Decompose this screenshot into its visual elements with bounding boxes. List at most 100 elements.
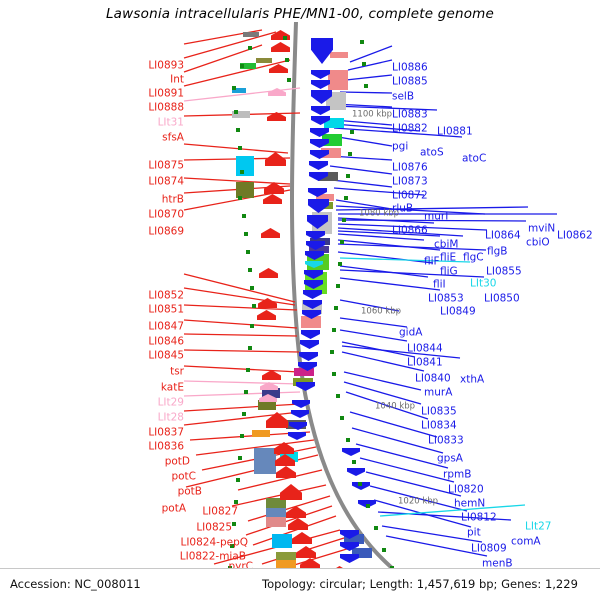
gene-label[interactable]: pyrC [228,560,253,568]
cog-block[interactable] [344,534,364,544]
gene-label[interactable]: LI0891 [148,87,184,100]
gene-arrow-reverse[interactable] [259,268,278,278]
gene-arrow-reverse[interactable] [265,152,286,166]
gene-arrow-forward[interactable] [305,261,323,268]
gene-label[interactable]: LI0883 [392,108,428,121]
gene-label[interactable]: rluB [392,202,414,215]
gene-label[interactable]: LIt30 [470,277,497,290]
gene-arrow-reverse[interactable] [263,194,282,204]
gene-arrow-forward[interactable] [310,139,329,148]
gene-label[interactable]: fliE [440,251,457,264]
gene-label[interactable]: LI0872 [392,189,428,202]
gene-label[interactable]: potC [171,470,196,483]
genome-map-canvas[interactable]: LI0893 Int LI0891 LI0888 LIt31 sfsA LI0875 LI08… [0,22,600,568]
gene-label[interactable]: LI0827 [202,505,238,518]
cog-block[interactable] [324,118,344,128]
gene-label[interactable]: fliG [440,265,458,278]
gene-arrow-reverse[interactable] [261,228,280,238]
gene-arrow-reverse[interactable] [257,310,276,320]
gene-label[interactable]: potA [161,502,186,515]
gene-label[interactable]: LIt29 [157,396,184,409]
cog-block[interactable] [276,560,296,568]
cog-block[interactable] [266,508,286,517]
gene-label[interactable]: LI0881 [437,125,473,138]
gene-label[interactable]: LI0885 [392,75,428,88]
gene-label[interactable]: cbiM [434,238,459,251]
gene-arrow-forward[interactable] [289,422,307,430]
cog-block[interactable] [232,111,250,118]
cog-block[interactable] [262,388,280,398]
gene-label[interactable]: katE [160,381,184,394]
gene-arrow-forward[interactable] [311,80,330,89]
gene-label[interactable]: LI0882 [392,122,428,135]
gene-label[interactable]: LI0870 [148,208,184,221]
gene-label[interactable]: potB [177,485,202,498]
gene-arrow-forward[interactable] [296,382,315,391]
gene-label[interactable]: LIt28 [157,411,184,424]
gene-arrow-forward[interactable] [303,300,322,309]
gene-label[interactable]: fliF [424,255,440,268]
gene-arrow-reverse[interactable] [292,532,312,544]
gene-label[interactable]: pgi [392,140,409,153]
gene-arrow-forward[interactable] [300,340,319,349]
gene-arrow-reverse[interactable] [258,298,277,308]
gene-label[interactable]: LI0822-miaB [179,550,246,563]
gene-label[interactable]: htrB [161,193,184,206]
gene-label[interactable]: LI0847 [148,320,184,333]
gene-label[interactable]: LI0855 [486,265,522,278]
cog-block[interactable] [240,63,256,69]
gene-label[interactable]: LI0873 [392,175,428,188]
gene-label[interactable]: mviN [528,222,556,235]
gene-arrow-reverse[interactable] [288,518,308,530]
gene-arrow-reverse[interactable] [296,546,316,558]
gene-label[interactable]: LI0875 [148,159,184,172]
cog-block[interactable] [328,70,348,90]
gene-label[interactable]: LI0809 [471,542,507,555]
gene-arrow-reverse[interactable] [271,30,290,40]
gene-label[interactable]: LI0824-pepQ [180,536,248,549]
gene-arrow-forward[interactable] [310,128,329,137]
gene-label[interactable]: LI0836 [148,440,184,453]
gene-label[interactable]: LI0876 [392,161,428,174]
gene-arrow-forward[interactable] [306,241,325,250]
gene-arrow-forward[interactable] [303,290,322,299]
gene-label[interactable]: LI0837 [148,426,184,439]
gene-arrow-forward[interactable] [309,161,328,170]
gene-label[interactable]: selB [392,90,415,103]
gene-label[interactable]: LI0845 [148,349,184,362]
gene-arrow-forward[interactable] [291,410,309,418]
cog-block[interactable] [272,534,292,548]
cog-block[interactable] [266,498,286,508]
gene-label[interactable]: sfsA [162,131,184,144]
gene-arrow-forward[interactable] [305,251,324,260]
gene-label[interactable]: rpmB [443,468,472,481]
gene-label[interactable]: LI0886 [392,61,428,74]
cog-block[interactable] [301,316,321,328]
gene-arrow-forward[interactable] [309,172,328,181]
gene-label[interactable]: LI0869 [148,225,184,238]
gene-arrow-reverse[interactable] [266,412,288,428]
gene-arrow-forward[interactable] [298,362,317,371]
gene-arrow-forward[interactable] [302,310,321,319]
gene-label[interactable]: pit [467,526,481,539]
cog-block[interactable] [266,517,286,527]
gene-arrow-forward[interactable] [340,530,359,539]
gene-arrow-reverse[interactable] [267,112,286,121]
gene-arrow-reverse[interactable] [330,566,349,568]
gene-arrow-forward[interactable] [347,468,365,476]
cog-block[interactable] [294,368,314,376]
gene-arrow-forward[interactable] [292,400,310,408]
gene-label[interactable]: LI0850 [484,292,520,305]
gene-label[interactable]: LI0833 [428,434,464,447]
gene-label[interactable]: hemN [454,497,486,510]
gene-arrow-reverse[interactable] [271,42,290,52]
gene-arrow-forward[interactable] [311,106,330,115]
cog-block[interactable] [258,400,276,410]
gene-arrow-reverse[interactable] [262,370,281,380]
gene-label[interactable]: LIt27 [525,520,552,533]
gene-arrow-forward[interactable] [288,432,306,440]
gene-arrow-forward[interactable] [306,231,325,240]
gene-label[interactable]: LI0840 [415,372,451,385]
cog-block[interactable] [243,32,259,37]
cog-block[interactable] [236,156,254,176]
